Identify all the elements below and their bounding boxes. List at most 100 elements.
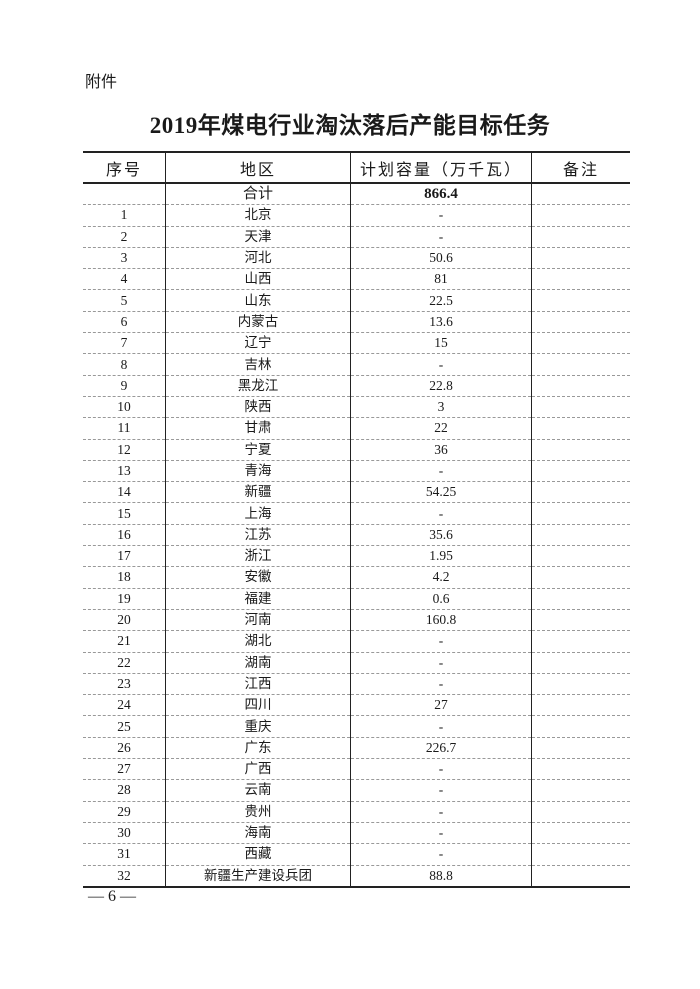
table-row: 25 重庆 - bbox=[83, 715, 630, 738]
total-row: 合计 866.4 bbox=[83, 183, 630, 206]
row-notes bbox=[531, 715, 630, 738]
row-notes bbox=[531, 801, 630, 823]
row-notes bbox=[531, 758, 630, 781]
row-notes bbox=[531, 375, 630, 397]
row-index: 9 bbox=[83, 375, 166, 397]
row-capacity: 36 bbox=[350, 439, 532, 461]
table-row: 21 湖北 - bbox=[83, 630, 630, 653]
table-row: 22 湖南 - bbox=[83, 652, 630, 674]
table-row: 24 四川 27 bbox=[83, 694, 630, 717]
row-notes bbox=[531, 566, 630, 589]
row-index: 20 bbox=[83, 609, 166, 632]
row-region: 新疆 bbox=[165, 481, 351, 504]
row-capacity: 27 bbox=[350, 694, 532, 717]
row-region: 北京 bbox=[165, 204, 351, 227]
row-notes bbox=[531, 779, 630, 802]
row-region: 上海 bbox=[165, 502, 351, 525]
row-region: 广东 bbox=[165, 737, 351, 760]
table-row: 5 山东 22.5 bbox=[83, 289, 630, 312]
table-row: 9 黑龙江 22.8 bbox=[83, 375, 630, 397]
row-index: 4 bbox=[83, 268, 166, 291]
row-region: 四川 bbox=[165, 694, 351, 717]
row-notes bbox=[531, 226, 630, 248]
row-notes bbox=[531, 545, 630, 568]
row-notes bbox=[531, 268, 630, 291]
table-row: 12 宁夏 36 bbox=[83, 439, 630, 461]
row-notes bbox=[531, 737, 630, 760]
row-capacity: 54.25 bbox=[350, 481, 532, 504]
table-row: 15 上海 - bbox=[83, 502, 630, 525]
target-table: 序号 地区 计划容量（万千瓦） 备注 合计 866.4 1 北京 -2 天津 -3 河北 5… bbox=[83, 151, 630, 888]
row-index: 28 bbox=[83, 779, 166, 802]
header-region: 地区 bbox=[165, 151, 351, 184]
row-region: 西藏 bbox=[165, 843, 351, 866]
row-index: 11 bbox=[83, 417, 166, 440]
row-region: 云南 bbox=[165, 779, 351, 802]
row-capacity: - bbox=[350, 630, 532, 653]
table-row: 14 新疆 54.25 bbox=[83, 481, 630, 504]
row-capacity: 50.6 bbox=[350, 247, 532, 270]
row-capacity: - bbox=[350, 226, 532, 248]
row-index: 23 bbox=[83, 673, 166, 696]
row-notes bbox=[531, 673, 630, 696]
row-capacity: - bbox=[350, 673, 532, 696]
row-notes bbox=[531, 502, 630, 525]
table-row: 27 广西 - bbox=[83, 758, 630, 781]
table-row: 32 新疆生产建设兵团 88.8 bbox=[83, 865, 630, 888]
row-index: 15 bbox=[83, 502, 166, 525]
header-capacity: 计划容量（万千瓦） bbox=[350, 151, 532, 184]
table-row: 30 海南 - bbox=[83, 822, 630, 845]
row-region: 河南 bbox=[165, 609, 351, 632]
row-notes bbox=[531, 865, 630, 888]
row-index: 30 bbox=[83, 822, 166, 845]
row-region: 广西 bbox=[165, 758, 351, 781]
row-notes bbox=[531, 439, 630, 461]
row-capacity: 15 bbox=[350, 332, 532, 355]
row-index: 25 bbox=[83, 715, 166, 738]
row-notes bbox=[531, 652, 630, 674]
table-row: 20 河南 160.8 bbox=[83, 609, 630, 632]
row-notes bbox=[531, 353, 630, 376]
row-capacity: 22 bbox=[350, 417, 532, 440]
row-notes bbox=[531, 822, 630, 845]
row-index: 26 bbox=[83, 737, 166, 760]
row-region: 宁夏 bbox=[165, 439, 351, 461]
total-notes bbox=[531, 183, 630, 206]
row-index: 31 bbox=[83, 843, 166, 866]
row-index: 12 bbox=[83, 439, 166, 461]
header-index: 序号 bbox=[83, 151, 166, 184]
row-capacity: 3 bbox=[350, 396, 532, 419]
row-region: 福建 bbox=[165, 588, 351, 610]
row-notes bbox=[531, 311, 630, 334]
row-notes bbox=[531, 524, 630, 547]
table-row: 7 辽宁 15 bbox=[83, 332, 630, 355]
row-index: 29 bbox=[83, 801, 166, 823]
table-row: 18 安徽 4.2 bbox=[83, 566, 630, 589]
row-capacity: - bbox=[350, 715, 532, 738]
row-index: 6 bbox=[83, 311, 166, 334]
total-label: 合计 bbox=[165, 183, 351, 206]
table-row: 1 北京 - bbox=[83, 204, 630, 227]
table-row: 10 陕西 3 bbox=[83, 396, 630, 419]
table-row: 13 青海 - bbox=[83, 460, 630, 483]
row-notes bbox=[531, 460, 630, 483]
row-capacity: 160.8 bbox=[350, 609, 532, 632]
row-capacity: 4.2 bbox=[350, 566, 532, 589]
row-capacity: - bbox=[350, 353, 532, 376]
row-index: 1 bbox=[83, 204, 166, 227]
table-row: 16 江苏 35.6 bbox=[83, 524, 630, 547]
row-index: 32 bbox=[83, 865, 166, 888]
row-notes bbox=[531, 481, 630, 504]
row-index: 7 bbox=[83, 332, 166, 355]
row-capacity: 88.8 bbox=[350, 865, 532, 888]
row-index: 19 bbox=[83, 588, 166, 610]
row-region: 湖北 bbox=[165, 630, 351, 653]
row-notes bbox=[531, 247, 630, 270]
row-region: 浙江 bbox=[165, 545, 351, 568]
row-capacity: 81 bbox=[350, 268, 532, 291]
total-index bbox=[83, 183, 166, 206]
row-capacity: - bbox=[350, 822, 532, 845]
row-capacity: - bbox=[350, 758, 532, 781]
row-index: 14 bbox=[83, 481, 166, 504]
row-notes bbox=[531, 609, 630, 632]
